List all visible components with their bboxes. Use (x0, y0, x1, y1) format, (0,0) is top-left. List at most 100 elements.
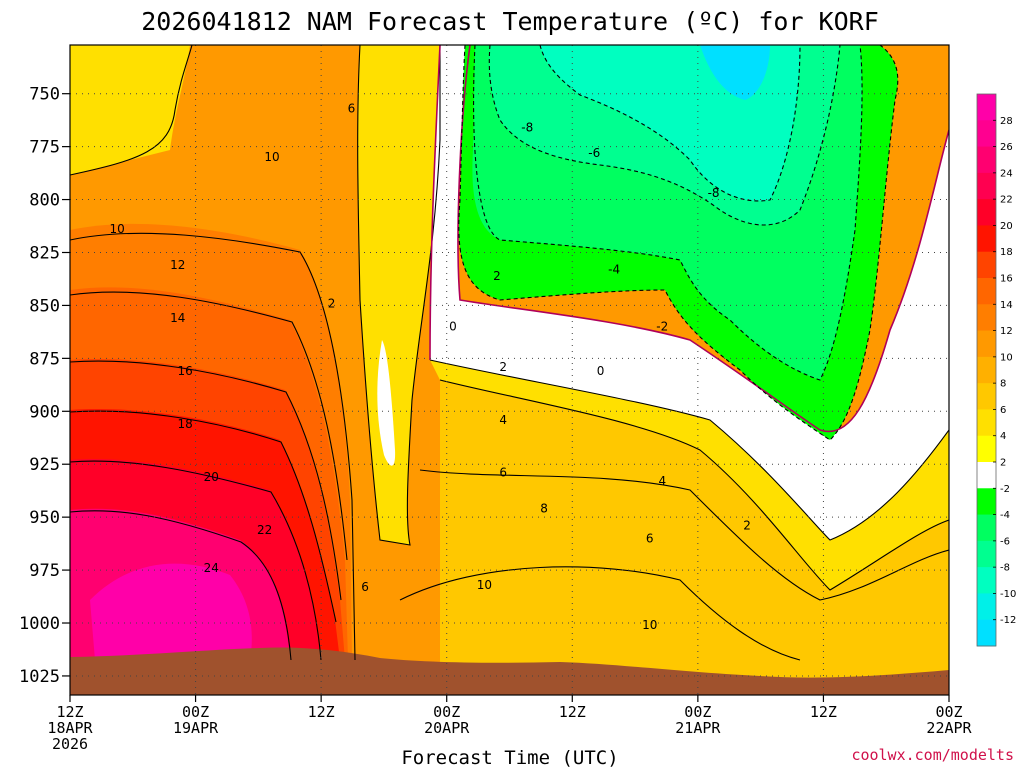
contour-label: 14 (170, 311, 185, 325)
contour-label: -6 (588, 146, 600, 160)
colorbar-label: 28 (1000, 116, 1013, 127)
x-tick-label: 12Z (56, 703, 83, 721)
x-tick-label: 00Z (182, 703, 209, 721)
contour-line-solid (70, 45, 193, 176)
credit-text: coolwx.com/modelts (851, 746, 1014, 764)
field-yellow-upper-mid (357, 45, 440, 545)
terrain-surface (70, 647, 949, 695)
colorbar-swatch (977, 251, 996, 279)
y-tick-label: 900 (29, 402, 60, 422)
colorbar-swatch (977, 278, 996, 305)
contour-label: 2 (499, 360, 507, 374)
colorbar-swatch (977, 120, 996, 148)
colorbar-swatch (977, 540, 996, 568)
contour-lines-layer (70, 45, 949, 661)
colorbar-label: 24 (1000, 168, 1013, 179)
contour-label: 10 (109, 222, 124, 236)
colorbar-label: 2 (1000, 458, 1006, 469)
colorbar-swatch (977, 488, 996, 516)
plot-frame (69, 44, 950, 696)
y-tick-label: 800 (29, 191, 60, 211)
colorbar-swatch (977, 593, 996, 621)
contour-line-solid (429, 359, 949, 541)
colorbar-swatch (977, 567, 996, 594)
colorbar-swatch (977, 514, 996, 542)
colorbar-label: -4 (1000, 510, 1010, 521)
y-tick-label: 1000 (19, 614, 60, 634)
contour-line-dashed (539, 45, 801, 202)
y-tick-label: 950 (29, 508, 60, 528)
contour-label: -2 (656, 320, 668, 334)
colorbar-label: 18 (1000, 247, 1013, 258)
colorbar-swatch (977, 435, 996, 463)
contour-line-solid (357, 45, 441, 546)
x-tick-label: 12Z (308, 703, 335, 721)
contour-line-zero (457, 45, 949, 433)
contour-line-solid (70, 510, 292, 661)
colorbar-swatch (977, 383, 996, 410)
contour-label: 8 (540, 502, 548, 516)
x-tick-label: 2026 (52, 735, 88, 753)
contour-label: 2 (328, 296, 336, 310)
contour-label: 12 (170, 258, 185, 272)
colorbar-label: 26 (1000, 142, 1013, 153)
colorbar-swatch (977, 330, 996, 358)
contour-label: 2 (743, 519, 751, 533)
colorbar-label: -12 (1000, 615, 1016, 626)
x-tick-label: 12Z (559, 703, 586, 721)
contour-line-solid (70, 410, 337, 623)
contour-label: 6 (361, 580, 369, 594)
contour-fill-layer (70, 45, 949, 695)
contour-label: 10 (264, 150, 279, 164)
contour-label: -8 (521, 121, 533, 135)
contour-line-solid (70, 360, 342, 601)
contour-line-zero (429, 45, 441, 361)
y-axis: 750 775 800 825 850 875 900 925 950 975 1000 1025 (19, 85, 70, 687)
colorbar-label: 4 (1000, 431, 1006, 442)
colorbar-swatch (977, 94, 996, 121)
contour-label: 10 (477, 578, 492, 592)
x-tick-label: 21APR (675, 719, 721, 737)
field-white-strip (377, 340, 396, 466)
contour-label: 20 (204, 470, 219, 484)
x-tick-label: 19APR (173, 719, 219, 737)
contour-label: 4 (499, 413, 507, 427)
contour-line-solid (70, 291, 348, 561)
contour-label: 22 (257, 523, 272, 537)
colorbar: 28 26 24 22 20 18 16 14 12 10 8 6 4 2 -2 -4 -6 -8 -10 -12 (976, 93, 1016, 647)
chart-title: 2026041812 NAM Forecast Temperature (ºC)… (141, 7, 879, 36)
x-tick-label: 20APR (424, 719, 470, 737)
colorbar-label: 6 (1000, 405, 1006, 416)
contour-label: 0 (449, 320, 457, 334)
contour-label: -8 (708, 186, 720, 200)
contour-line-solid (439, 379, 949, 591)
contour-line-solid (399, 566, 801, 661)
y-tick-label: 750 (29, 85, 60, 105)
colorbar-label: 22 (1000, 195, 1013, 206)
colorbar-label: -6 (1000, 536, 1010, 547)
field-pink (90, 563, 252, 660)
y-tick-label: 975 (29, 561, 60, 581)
colorbar-label: -10 (1000, 589, 1016, 600)
colorbar-label: 20 (1000, 221, 1013, 232)
colorbar-label: 12 (1000, 326, 1013, 337)
contour-label: 6 (646, 531, 654, 545)
colorbar-label: -2 (1000, 484, 1010, 495)
x-tick-label: 00Z (684, 703, 711, 721)
contour-line-solid (70, 460, 322, 661)
contour-label: 18 (177, 417, 192, 431)
contour-label: 10 (642, 618, 657, 632)
colorbar-label: 14 (1000, 300, 1013, 311)
y-tick-label: 775 (29, 138, 60, 158)
colorbar-swatch (977, 619, 996, 647)
colorbar-label: 8 (1000, 379, 1006, 390)
contour-label: 2 (493, 269, 501, 283)
x-axis-label: Forecast Time (UTC) (401, 747, 618, 768)
colorbar-swatch (977, 146, 996, 174)
colorbar-swatch (977, 172, 996, 200)
contour-line-solid (70, 232, 356, 661)
contour-label: -4 (608, 262, 620, 276)
x-tick-label: 22APR (926, 719, 972, 737)
